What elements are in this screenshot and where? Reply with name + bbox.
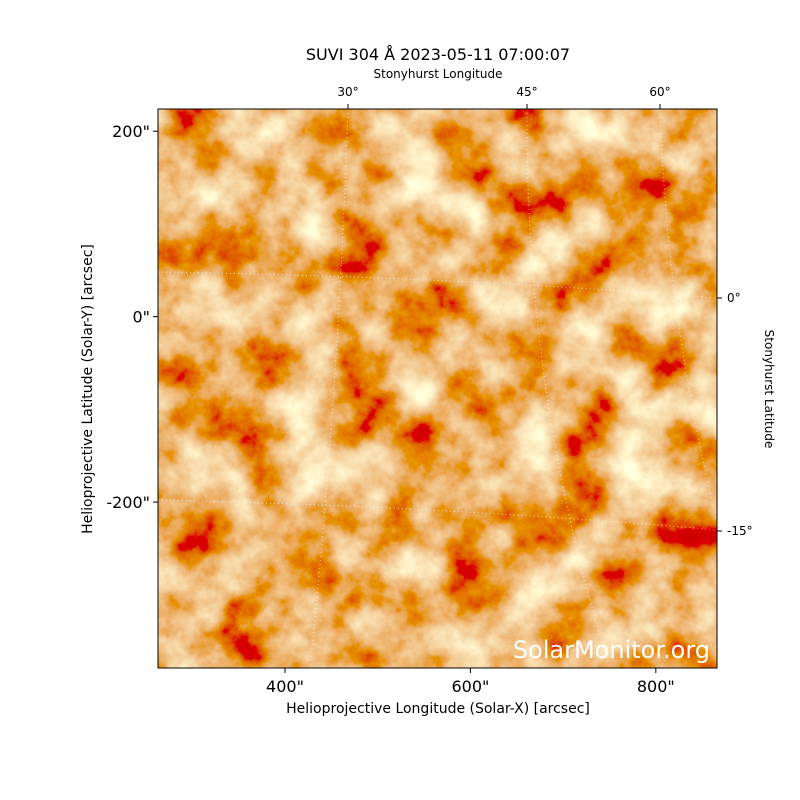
- stonyhurst-grid: [158, 109, 717, 668]
- y-tick-label: -200": [106, 493, 150, 512]
- plot-frame: [157, 108, 718, 669]
- right-tick-label: -15°: [727, 524, 753, 538]
- x-tick-label: 600": [451, 677, 489, 696]
- x-tick-label: 800": [637, 677, 675, 696]
- x-axis-label: Helioprojective Longitude (Solar-X) [arc…: [286, 701, 590, 717]
- y-tick-label: 0": [132, 308, 150, 327]
- top-axis-label: Stonyhurst Longitude: [374, 67, 503, 81]
- x-tick-label: 400": [266, 677, 304, 696]
- y-axis-label: Helioprojective Latitude (Solar-Y) [arcs…: [80, 244, 96, 534]
- top-tick-label: 60°: [649, 85, 670, 99]
- right-tick-label: 0°: [727, 291, 741, 305]
- top-tick-label: 45°: [516, 85, 537, 99]
- y-tick-label: 200": [112, 122, 150, 141]
- right-axis-label: Stonyhurst Latitude: [762, 330, 776, 449]
- watermark: SolarMonitor.org: [513, 636, 710, 664]
- solar-image: [158, 109, 717, 668]
- top-tick-label: 30°: [337, 85, 358, 99]
- chart-title: SUVI 304 Å 2023-05-11 07:00:07: [306, 45, 570, 64]
